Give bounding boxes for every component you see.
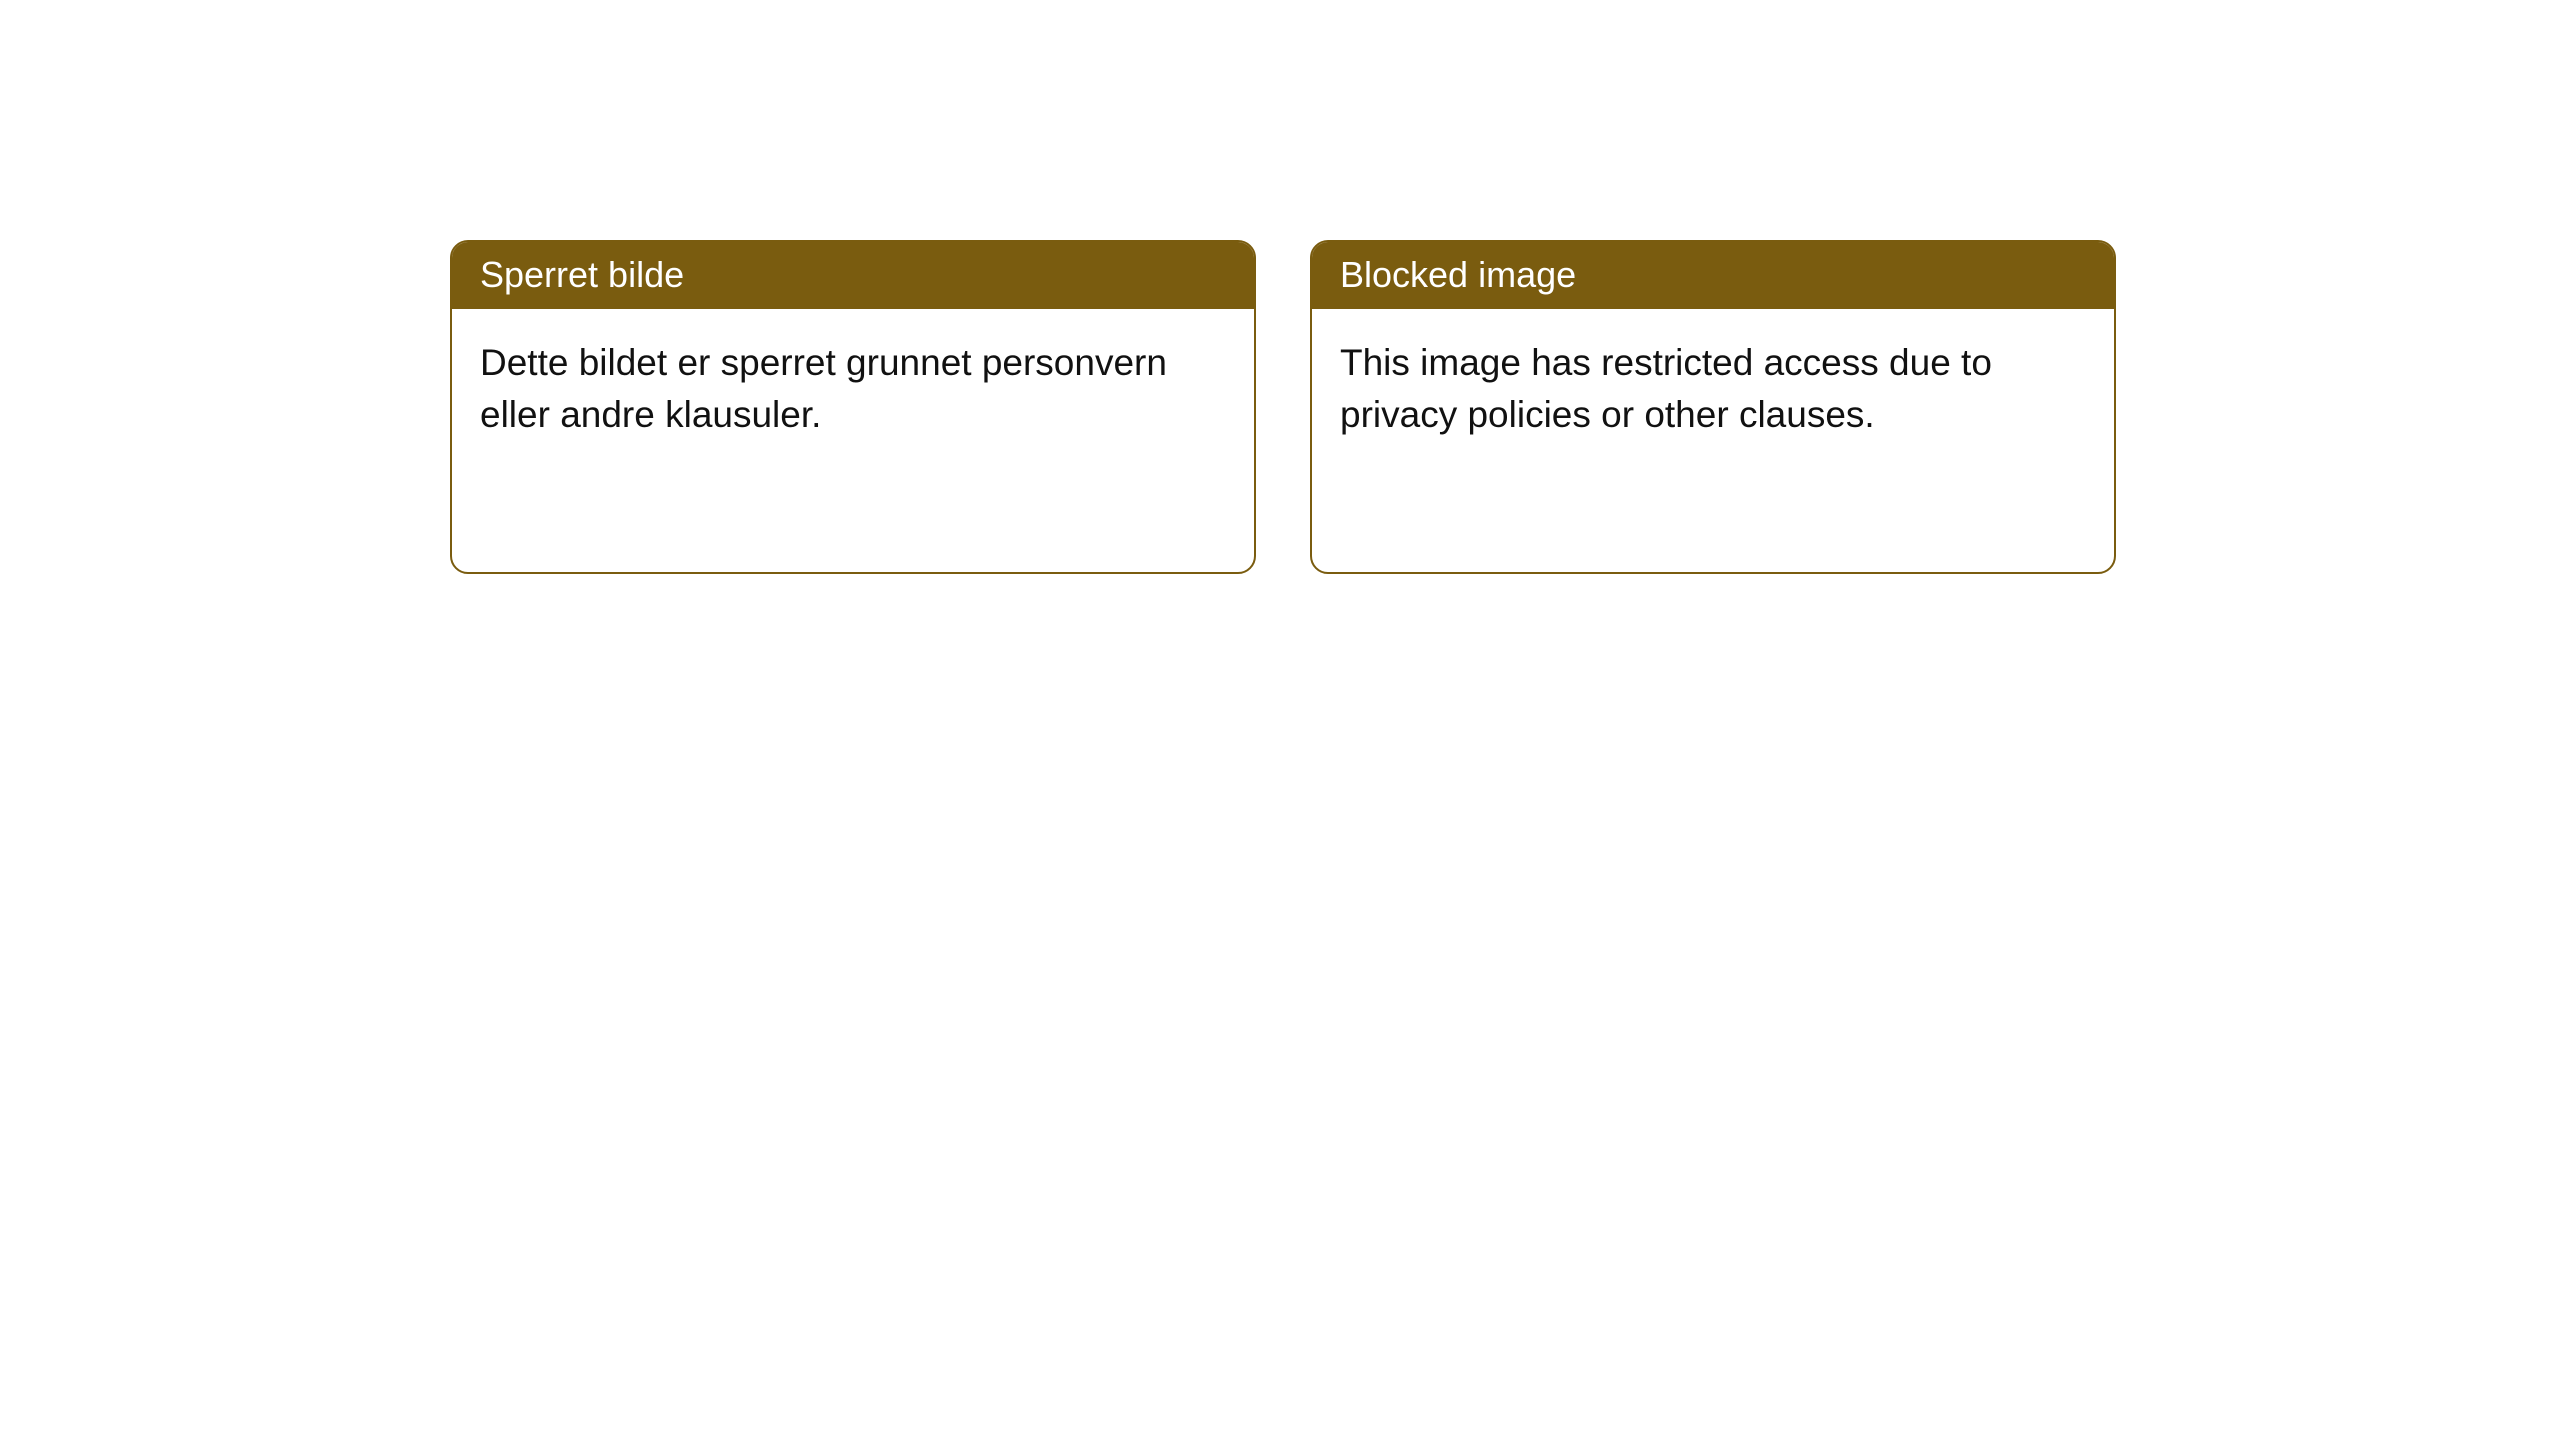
notice-card-norwegian: Sperret bilde Dette bildet er sperret gr… (450, 240, 1256, 574)
card-header: Blocked image (1312, 242, 2114, 309)
card-body: This image has restricted access due to … (1312, 309, 2114, 469)
notice-container: Sperret bilde Dette bildet er sperret gr… (0, 0, 2560, 574)
card-body: Dette bildet er sperret grunnet personve… (452, 309, 1254, 469)
notice-card-english: Blocked image This image has restricted … (1310, 240, 2116, 574)
card-header: Sperret bilde (452, 242, 1254, 309)
